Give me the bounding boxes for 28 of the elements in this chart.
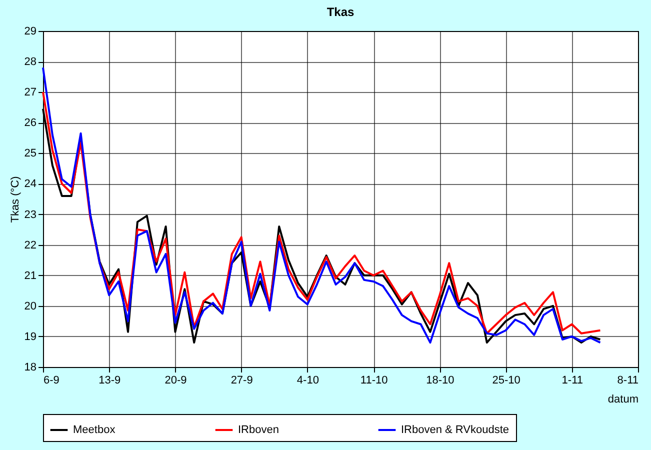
x-tick-label: 8-11 [617,374,638,386]
legend-label: Meetbox [73,424,116,436]
x-tick-label: 25-10 [492,374,520,386]
x-tick-label: 27-9 [230,374,253,386]
y-tick-label: 24 [24,178,36,190]
legend-label: IRboven & RVkoudste [401,424,510,436]
y-tick-label: 25 [24,148,36,160]
y-tick-label: 28 [24,56,36,68]
y-tick-label: 20 [24,300,36,312]
x-tick-label: 13-9 [98,374,121,386]
y-tick-label: 22 [24,239,36,252]
x-tick-label: 18-10 [426,374,454,386]
x-tick-label: 6-9 [44,374,60,386]
chart-title: Tkas [326,5,354,19]
legend-label: IRboven [238,424,279,436]
y-tick-label: 23 [24,208,36,221]
x-axis-title: datum [608,394,638,406]
y-tick-label: 21 [24,270,36,282]
x-tick-label: 1-11 [562,374,583,386]
y-tick-label: 29 [24,26,36,38]
y-tick-label: 18 [24,362,36,374]
y-axis-title: Tkas (°C) [9,176,22,223]
x-tick-label: 11-10 [360,374,388,386]
y-tick-label: 19 [24,330,36,343]
x-tick-label: 4-10 [296,374,319,386]
y-tick-label: 26 [24,117,36,130]
x-tick-label: 20-9 [164,374,187,386]
y-tick-label: 27 [24,86,36,99]
